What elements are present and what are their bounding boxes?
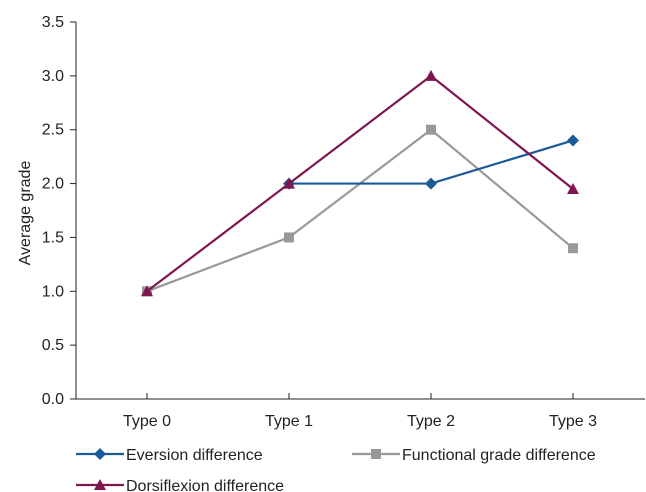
data-point — [425, 177, 437, 190]
data-point — [141, 285, 153, 297]
data-point — [284, 232, 294, 243]
y-tick-label: 2.0 — [42, 176, 64, 193]
y-tick-label: 2.5 — [42, 122, 64, 139]
x-tick-label: Type 3 — [549, 413, 597, 430]
x-axis-ticks: Type 0 Type 1 Type 2 Type 3 — [123, 393, 597, 430]
series-diamond — [283, 134, 579, 190]
series-triangle — [141, 69, 579, 297]
legend-item: Eversion difference — [76, 447, 263, 464]
data-point — [426, 124, 436, 135]
legend-label: Eversion difference — [126, 447, 263, 464]
legend-item: Functional grade difference — [352, 447, 596, 464]
x-tick-label: Type 2 — [407, 413, 455, 430]
legend: Eversion difference Functional grade diff… — [76, 447, 596, 492]
x-tick-label: Type 1 — [265, 413, 313, 430]
y-tick-label: 0.5 — [42, 337, 64, 354]
y-axis-ticks: 0.0 0.5 1.0 1.5 2.0 2.5 3.0 3.5 — [42, 14, 76, 408]
series-square — [142, 124, 578, 297]
y-tick-label: 3.5 — [42, 14, 64, 31]
series-line — [289, 139, 574, 185]
legend-label: Functional grade difference — [402, 447, 596, 464]
data-point — [567, 134, 579, 147]
y-tick-label: 3.0 — [42, 68, 64, 85]
y-tick-label: 1.5 — [42, 229, 64, 246]
series-line — [146, 128, 574, 293]
y-tick-label: 1.0 — [42, 283, 64, 300]
data-point — [568, 243, 578, 254]
series-line — [146, 74, 574, 293]
x-tick-label: Type 0 — [123, 413, 171, 430]
legend-marker — [371, 449, 381, 459]
data-point — [283, 177, 295, 189]
legend-marker — [94, 448, 106, 460]
y-tick-label: 0.0 — [42, 391, 64, 408]
legend-label: Dorsiflexion difference — [126, 478, 284, 492]
y-axis-title: Average grade — [17, 161, 34, 266]
data-point — [567, 182, 579, 194]
legend-item: Dorsiflexion difference — [76, 478, 284, 492]
data-point — [425, 69, 437, 81]
series-layer — [141, 69, 579, 297]
legend-marker — [94, 479, 106, 490]
